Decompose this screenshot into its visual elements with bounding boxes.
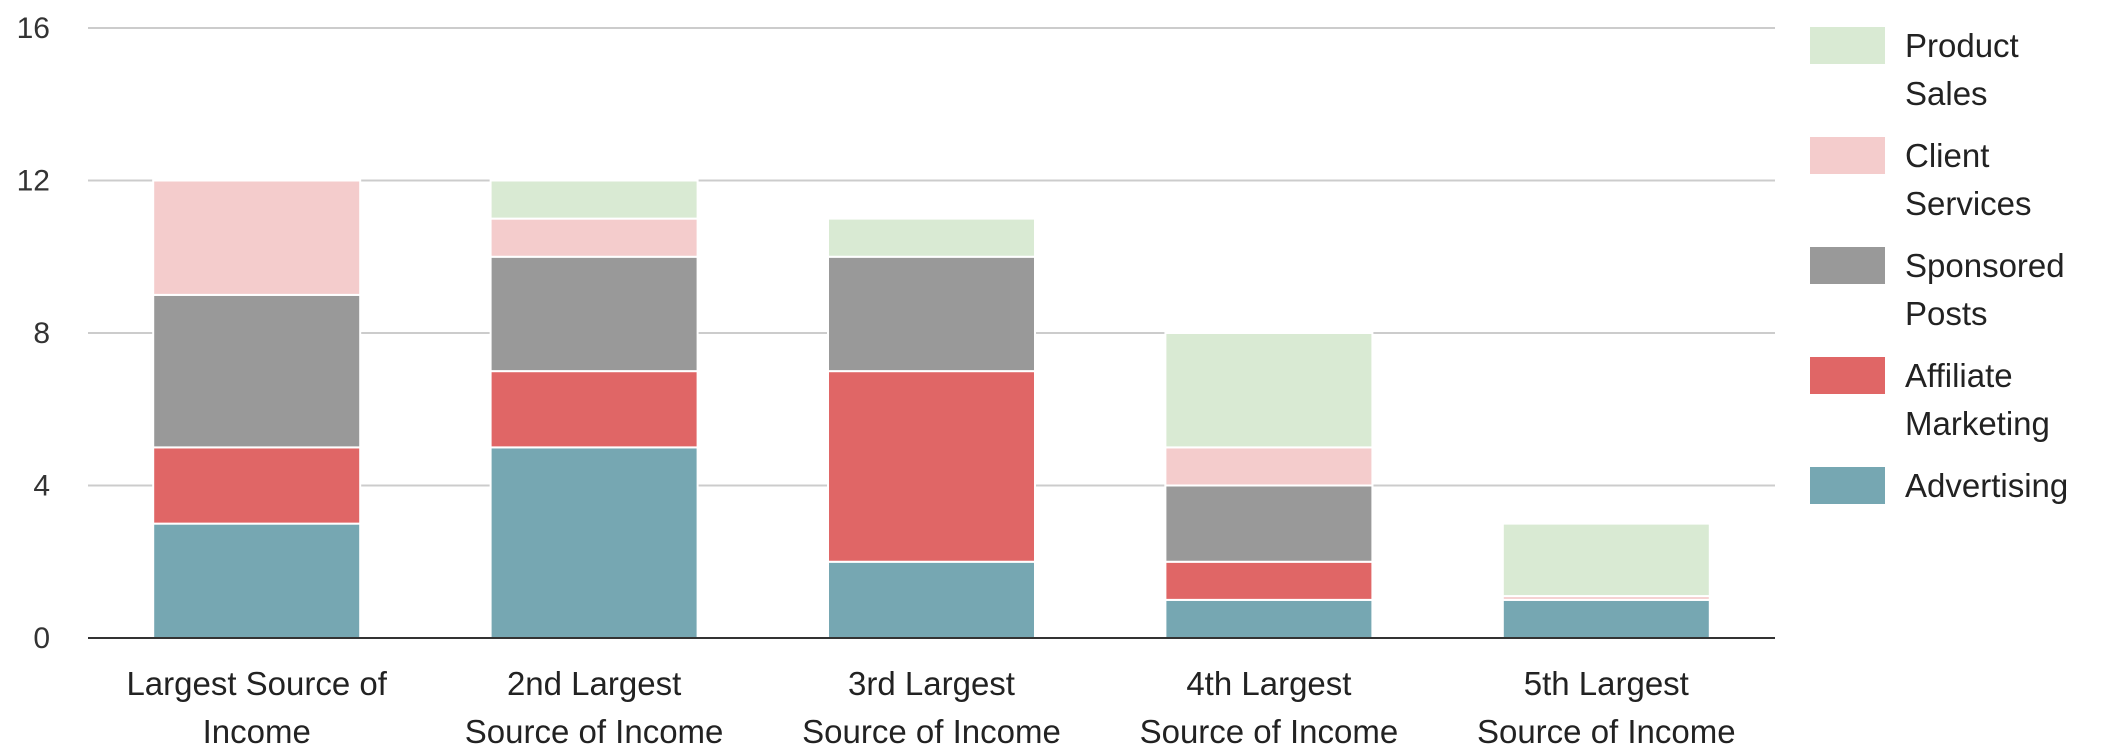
legend-label: Product Sales bbox=[1905, 27, 2019, 112]
legend-label: Advertising bbox=[1905, 467, 2068, 504]
y-axis-tick-labels: 0 4 8 12 16 bbox=[17, 12, 50, 655]
bar-segment-product-sales bbox=[1501, 522, 1711, 598]
x-category-label-line: Source of Income bbox=[802, 713, 1061, 749]
bar-segment-affiliate-marketing bbox=[152, 446, 362, 525]
x-category-label-line: 4th Largest bbox=[1186, 665, 1351, 702]
legend-label: Sponsored Posts bbox=[1905, 247, 2065, 332]
bar-segment-sponsored-posts bbox=[1164, 484, 1374, 563]
bar-stack-4 bbox=[1164, 332, 1374, 639]
legend-label-line: Product bbox=[1905, 27, 2019, 64]
x-category-label: 4th Largest Source of Income bbox=[1140, 665, 1399, 749]
legend-swatch bbox=[1810, 247, 1885, 284]
x-category-label-line: Source of Income bbox=[465, 713, 724, 749]
y-tick-label: 12 bbox=[17, 165, 50, 198]
y-tick-label: 16 bbox=[17, 12, 50, 45]
x-category-label: 2nd Largest Source of Income bbox=[465, 665, 724, 749]
legend-swatch bbox=[1810, 467, 1885, 504]
bar-segment-affiliate-marketing bbox=[1164, 560, 1374, 601]
legend-label-line: Sales bbox=[1905, 75, 1988, 112]
bar-segment-advertising bbox=[1164, 598, 1374, 639]
bar-stack-3 bbox=[827, 217, 1036, 639]
legend-swatch bbox=[1810, 27, 1885, 64]
legend-label-line: Posts bbox=[1905, 295, 1988, 332]
bar-segment-advertising bbox=[152, 522, 362, 639]
legend-entry-product-sales: Product Sales bbox=[1810, 27, 2019, 112]
bar-segment-affiliate-marketing bbox=[489, 370, 699, 449]
legend-label-line: Client bbox=[1905, 137, 1989, 174]
x-category-label-line: Income bbox=[203, 713, 311, 749]
bar-segment-client-services bbox=[1164, 446, 1374, 487]
legend-entry-sponsored-posts: Sponsored Posts bbox=[1810, 247, 2065, 332]
legend-entry-advertising: Advertising bbox=[1810, 467, 2068, 504]
bar-segment-sponsored-posts bbox=[489, 255, 699, 373]
legend-entry-affiliate-marketing: Affiliate Marketing bbox=[1810, 357, 2050, 442]
bar-stacks bbox=[152, 179, 1711, 639]
y-tick-label: 0 bbox=[33, 622, 50, 655]
x-category-label-line: Largest Source of bbox=[126, 665, 387, 702]
bar-segment-advertising bbox=[827, 560, 1036, 639]
bar-segment-product-sales bbox=[827, 217, 1036, 258]
legend-label-line: Sponsored bbox=[1905, 247, 2065, 284]
bar-segment-advertising bbox=[489, 446, 699, 639]
bar-segment-affiliate-marketing bbox=[827, 370, 1036, 563]
legend-swatch bbox=[1810, 357, 1885, 394]
x-category-label-line: Source of Income bbox=[1477, 713, 1736, 749]
bar-stack-5 bbox=[1501, 522, 1711, 639]
bar-segment-sponsored-posts bbox=[152, 293, 362, 449]
legend-label-line: Marketing bbox=[1905, 405, 2050, 442]
x-category-label-line: 2nd Largest bbox=[507, 665, 681, 702]
legend: Product Sales Client Services Sponsored Posts… bbox=[1810, 27, 2068, 504]
bar-segment-client-services bbox=[152, 179, 362, 296]
legend-label: Affiliate Marketing bbox=[1905, 357, 2050, 442]
bar-stack-2 bbox=[489, 179, 699, 639]
legend-label-line: Advertising bbox=[1905, 467, 2068, 504]
x-category-label: 5th Largest Source of Income bbox=[1477, 665, 1736, 749]
bar-segment-product-sales bbox=[1164, 332, 1374, 449]
x-category-label: 3rd Largest Source of Income bbox=[802, 665, 1061, 749]
x-category-label-line: 5th Largest bbox=[1524, 665, 1689, 702]
y-tick-label: 4 bbox=[33, 470, 50, 503]
x-axis-category-labels: Largest Source of Income 2nd Largest Source… bbox=[126, 665, 1735, 749]
bar-segment-client-services bbox=[489, 217, 699, 258]
x-category-label-line: 3rd Largest bbox=[848, 665, 1015, 702]
bar-stack-1 bbox=[152, 179, 362, 639]
legend-entry-client-services: Client Services bbox=[1810, 137, 2032, 222]
legend-label: Client Services bbox=[1905, 137, 2032, 222]
y-tick-label: 8 bbox=[33, 317, 50, 350]
legend-swatch bbox=[1810, 137, 1885, 174]
bar-segment-advertising bbox=[1501, 598, 1711, 639]
legend-label-line: Services bbox=[1905, 185, 2032, 222]
x-category-label-line: Source of Income bbox=[1140, 713, 1399, 749]
bar-segment-product-sales bbox=[489, 179, 699, 220]
legend-label-line: Affiliate bbox=[1905, 357, 2013, 394]
bar-segment-sponsored-posts bbox=[827, 255, 1036, 373]
x-category-label: Largest Source of Income bbox=[126, 665, 387, 749]
